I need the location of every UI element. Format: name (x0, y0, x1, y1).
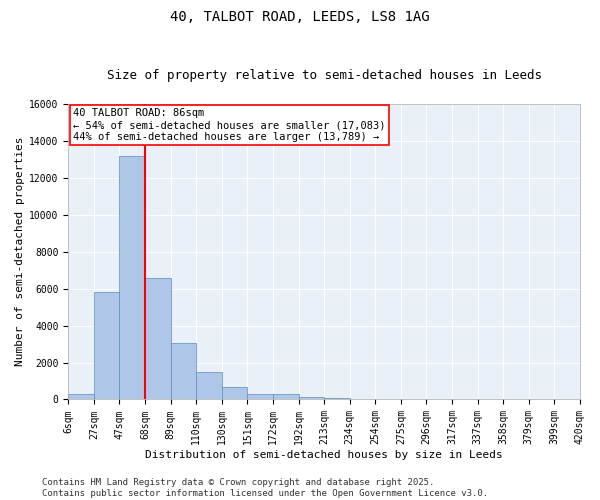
Bar (170, 343, 196, 400)
Bar (145, 278, 170, 400)
Text: 40 TALBOT ROAD: 86sqm
← 54% of semi-detached houses are smaller (17,083)
44% of : 40 TALBOT ROAD: 86sqm ← 54% of semi-deta… (73, 108, 386, 142)
Bar (222, 388, 247, 400)
Bar (299, 397, 324, 400)
Bar (196, 372, 222, 400)
X-axis label: Distribution of semi-detached houses by size in Leeds: Distribution of semi-detached houses by … (145, 450, 503, 460)
Text: Contains HM Land Registry data © Crown copyright and database right 2025.
Contai: Contains HM Land Registry data © Crown c… (42, 478, 488, 498)
Bar (324, 398, 350, 400)
Bar (119, 156, 145, 400)
Bar (94, 292, 119, 400)
Title: Size of property relative to semi-detached houses in Leeds: Size of property relative to semi-detach… (107, 69, 542, 82)
Y-axis label: Number of semi-detached properties: Number of semi-detached properties (15, 137, 25, 366)
Bar (68, 394, 94, 400)
Bar (273, 394, 299, 400)
Bar (247, 394, 273, 400)
Text: 40, TALBOT ROAD, LEEDS, LS8 1AG: 40, TALBOT ROAD, LEEDS, LS8 1AG (170, 10, 430, 24)
